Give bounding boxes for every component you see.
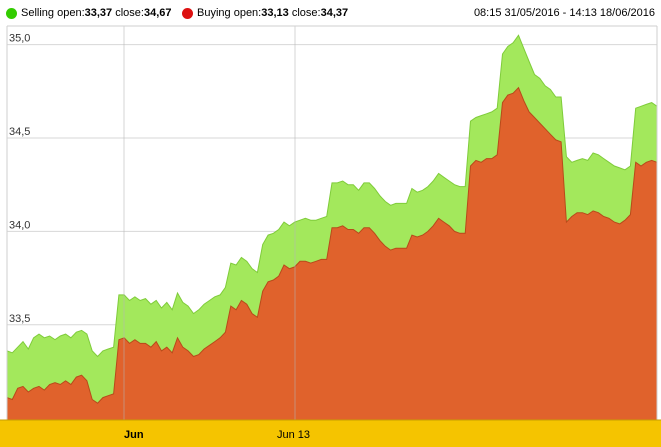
series-area-buying — [7, 87, 657, 420]
legend-item-selling[interactable]: Selling open: 33,37 close: 34,67 — [6, 7, 172, 19]
date-range-label: 08:15 31/05/2016 - 14:13 18/06/2016 — [473, 7, 655, 19]
selling-dot-icon — [6, 7, 17, 19]
legend-selling-close-value: 34,67 — [143, 7, 172, 19]
y-tick-label: 35,0 — [9, 33, 30, 45]
y-tick-label: 34,5 — [9, 126, 30, 138]
legend-buying-close-value: 34,37 — [320, 7, 349, 19]
chart-header: Selling open: 33,37 close: 34,67 Buying op… — [0, 0, 661, 26]
legend-item-buying[interactable]: Buying open: 33,13 close: 34,37 — [182, 7, 348, 19]
y-tick-label: 33,5 — [9, 313, 30, 325]
legend-buying-open-value: 33,13 — [261, 7, 289, 19]
series-line-selling — [6, 34, 658, 358]
legend-selling-label: Selling — [21, 7, 55, 19]
legend-buying-open-label: open: — [233, 7, 262, 19]
legend-selling-open-label: open: — [57, 7, 85, 19]
legend-buying-label: Buying — [197, 7, 231, 19]
y-tick-label: 34,0 — [9, 219, 30, 231]
legend-selling-close-label: close: — [115, 7, 144, 19]
buying-dot-icon — [182, 7, 193, 19]
x-tick-label: Jun — [124, 429, 144, 441]
x-axis-band — [0, 420, 661, 447]
legend-selling-open-value: 33,37 — [84, 7, 113, 19]
x-tick-label: Jun 13 — [277, 429, 310, 441]
series-line-buying — [6, 86, 658, 404]
legend-buying-close-label: close: — [291, 7, 321, 19]
